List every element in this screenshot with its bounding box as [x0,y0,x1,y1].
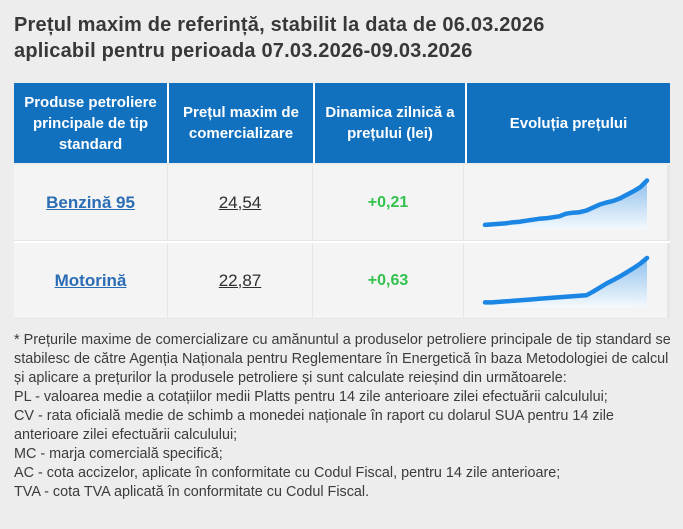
max-price-benzina-95[interactable]: 24,54 [218,192,262,212]
page-title: Prețul maxim de referință, stabilit la d… [14,12,670,64]
col-header-price-evolution: Evoluția prețului [467,83,670,163]
max-price-cell: 22,87 [168,243,312,318]
col-header-daily-dynamics: Dinamica zilnică a prețului (lei) [315,83,465,163]
product-link-benzina-95[interactable]: Benzină 95 [46,192,135,212]
footnote-mc: MC - marja comercială specifică; [14,446,223,462]
table-header-row: Produse petroliere principale de tip sta… [14,83,670,163]
col-header-max-price: Prețul maxim de comercializare [169,83,313,163]
fuel-price-page: Prețul maxim de referință, stabilit la d… [14,12,674,502]
price-evolution-chart-motorina [480,250,652,312]
daily-change-benzina-95: +0,21 [367,193,409,211]
fuel-price-table: Produse petroliere principale de tip sta… [14,83,670,319]
daily-change-cell: +0,21 [313,165,463,240]
footnote-general: * Prețurile maxime de comercializare cu … [14,332,671,386]
price-evolution-cell [464,243,667,318]
price-evolution-cell [464,165,667,240]
footnote-ac: AC - cota accizelor, aplicate în conform… [14,465,561,481]
table-row-benzina-95: Benzină 95 24,54 +0,21 [14,165,670,241]
page-title-line-1: Prețul maxim de referință, stabilit la d… [14,14,545,36]
table-body: Benzină 95 24,54 +0,21 Motorină 22,87 [14,165,670,319]
methodology-footnote: * Prețurile maxime de comercializare cu … [14,331,674,502]
col-header-products: Produse petroliere principale de tip sta… [14,83,167,163]
table-row-motorina: Motorină 22,87 +0,63 [14,243,670,319]
page-title-line-2: aplicabil pentru perioada 07.03.2026-09.… [14,40,473,62]
daily-change-motorina: +0,63 [367,271,409,289]
footnote-pl: PL - valoarea medie a cotațiilor medii P… [14,389,608,405]
price-evolution-chart-benzina-95 [480,172,652,234]
footnote-tva: TVA - cota TVA aplicată în conformitate … [14,484,370,500]
max-price-motorina[interactable]: 22,87 [218,270,262,290]
max-price-cell: 24,54 [168,165,312,240]
product-cell: Motorină [14,243,167,318]
daily-change-cell: +0,63 [313,243,463,318]
footnote-cv: CV - rata oficială medie de schimb a mon… [14,408,614,443]
product-cell: Benzină 95 [14,165,167,240]
product-link-motorina[interactable]: Motorină [54,270,127,290]
